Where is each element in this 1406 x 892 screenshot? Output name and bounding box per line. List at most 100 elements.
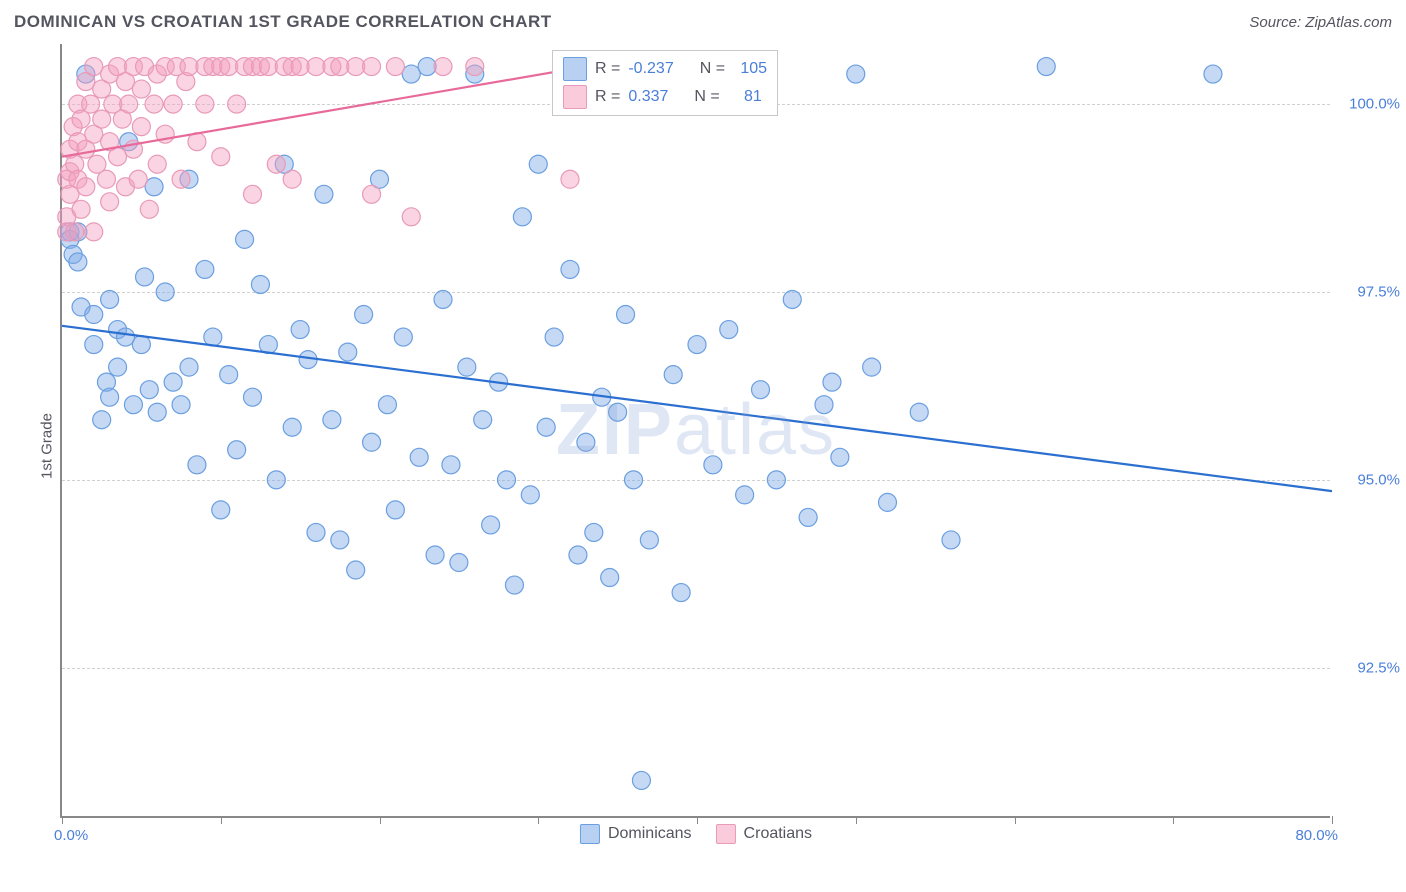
data-point [386, 501, 404, 519]
data-point [561, 260, 579, 278]
data-point [831, 448, 849, 466]
x-tick [221, 816, 222, 824]
x-tick [697, 816, 698, 824]
scatter-svg [62, 44, 1330, 816]
data-point [93, 110, 111, 128]
data-point [97, 170, 115, 188]
data-point [577, 433, 595, 451]
data-point [767, 471, 785, 489]
series-legend-item: Dominicans [580, 824, 692, 844]
source-prefix: Source: [1249, 14, 1305, 31]
data-point [164, 95, 182, 113]
data-point [172, 396, 190, 414]
data-point [482, 516, 500, 534]
data-point [85, 306, 103, 324]
data-point [410, 448, 428, 466]
stats-legend-row: R =-0.237N =105 [563, 55, 767, 83]
data-point [363, 433, 381, 451]
data-point [498, 471, 516, 489]
data-point [109, 148, 127, 166]
data-point [196, 260, 214, 278]
stats-legend-row: R =0.337N =81 [563, 83, 767, 111]
data-point [863, 358, 881, 376]
data-point [136, 268, 154, 286]
data-point [283, 418, 301, 436]
data-point [109, 358, 127, 376]
data-point [529, 155, 547, 173]
data-point [783, 290, 801, 308]
data-point [69, 253, 87, 271]
data-point [156, 283, 174, 301]
data-point [394, 328, 412, 346]
data-point [450, 554, 468, 572]
data-point [140, 200, 158, 218]
data-point [823, 373, 841, 391]
data-point [117, 328, 135, 346]
data-point [720, 321, 738, 339]
x-tick [538, 816, 539, 824]
data-point [561, 170, 579, 188]
data-point [632, 771, 650, 789]
data-point [307, 523, 325, 541]
data-point [609, 403, 627, 421]
data-point [101, 193, 119, 211]
x-tick-label-min: 0.0% [54, 827, 88, 844]
legend-r-label: R = [595, 88, 620, 106]
data-point [82, 95, 100, 113]
data-point [267, 471, 285, 489]
x-tick [380, 816, 381, 824]
data-point [688, 336, 706, 354]
legend-n-value: 81 [728, 88, 762, 106]
series-legend-label: Dominicans [608, 825, 692, 843]
data-point [244, 388, 262, 406]
chart-title: DOMINICAN VS CROATIAN 1ST GRADE CORRELAT… [14, 12, 552, 32]
legend-swatch [563, 57, 587, 81]
data-point [355, 306, 373, 324]
data-point [704, 456, 722, 474]
data-point [132, 336, 150, 354]
data-point [164, 373, 182, 391]
data-point [188, 456, 206, 474]
data-point [363, 185, 381, 203]
source-name: ZipAtlas.com [1305, 14, 1392, 31]
data-point [148, 155, 166, 173]
data-point [228, 441, 246, 459]
stats-legend: R =-0.237N =105R =0.337N =81 [552, 50, 778, 116]
data-point [474, 411, 492, 429]
data-point [386, 58, 404, 76]
data-point [228, 95, 246, 113]
legend-swatch [716, 824, 736, 844]
data-point [1204, 65, 1222, 83]
data-point [625, 471, 643, 489]
data-point [466, 58, 484, 76]
legend-swatch [580, 824, 600, 844]
data-point [148, 403, 166, 421]
data-point [585, 523, 603, 541]
data-point [180, 358, 198, 376]
data-point [505, 576, 523, 594]
chart-header: DOMINICAN VS CROATIAN 1ST GRADE CORRELAT… [0, 0, 1406, 44]
y-tick-label: 95.0% [1340, 471, 1400, 488]
data-point [323, 411, 341, 429]
y-tick-label: 92.5% [1340, 659, 1400, 676]
data-point [672, 584, 690, 602]
legend-swatch [563, 85, 587, 109]
data-point [402, 208, 420, 226]
data-point [251, 275, 269, 293]
data-point [331, 531, 349, 549]
data-point [434, 290, 452, 308]
data-point [363, 58, 381, 76]
data-point [93, 411, 111, 429]
x-tick [1173, 816, 1174, 824]
legend-r-value: 0.337 [628, 88, 668, 106]
data-point [172, 170, 190, 188]
data-point [283, 170, 301, 188]
y-tick-label: 97.5% [1340, 283, 1400, 300]
data-point [601, 569, 619, 587]
data-point [434, 58, 452, 76]
data-point [339, 343, 357, 361]
data-point [101, 388, 119, 406]
data-point [267, 155, 285, 173]
data-point [101, 290, 119, 308]
data-point [236, 230, 254, 248]
